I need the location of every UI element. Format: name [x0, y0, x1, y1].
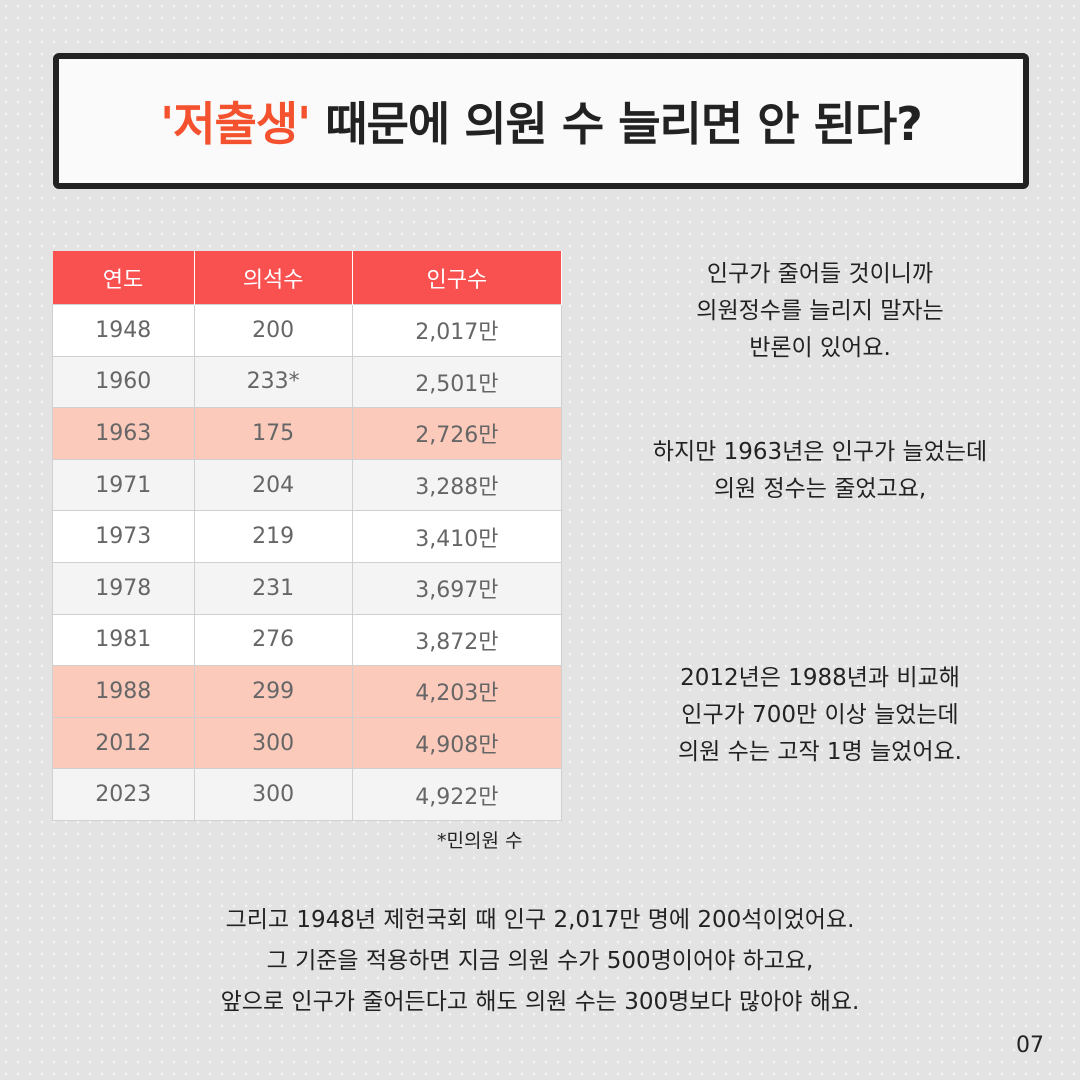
- cell-seats: 299: [193, 665, 353, 718]
- cell-population: 4,908만: [351, 716, 563, 770]
- cell-seats: 300: [193, 768, 353, 821]
- title-highlight: '저출생': [160, 97, 311, 151]
- table-row: 1960 233* 2,501만: [52, 355, 563, 409]
- text-line: 의원 수는 고작 1명 늘었어요.: [678, 739, 962, 765]
- table-row: 1948 200 2,017만: [52, 304, 563, 357]
- cell-year: 1973: [52, 510, 195, 563]
- cell-year: 1981: [52, 613, 195, 667]
- cell-population: 3,697만: [351, 561, 563, 615]
- table-row: 1988 299 4,203만: [52, 665, 563, 718]
- cell-seats: 200: [193, 304, 353, 357]
- cell-seats: 175: [193, 407, 353, 460]
- side-paragraph-2: 하지만 1963년은 인구가 늘었는데 의원 정수는 줄었고요,: [590, 434, 1050, 508]
- cell-year: 1978: [52, 561, 195, 615]
- text-line: 인구가 줄어들 것이니까: [706, 261, 934, 287]
- text-line: 의원정수를 늘리지 말자는: [696, 298, 944, 324]
- cell-population: 3,872만: [351, 613, 563, 667]
- cell-seats: 204: [193, 458, 353, 512]
- cell-population: 2,017만: [351, 304, 563, 357]
- table-row: 1973 219 3,410만: [52, 510, 563, 563]
- cell-year: 1963: [52, 407, 195, 460]
- cell-year: 2023: [52, 768, 195, 821]
- header-seats: 의석수: [194, 251, 353, 305]
- page-title: '저출생' 때문에 의원 수 늘리면 안 된다?: [160, 88, 923, 154]
- cell-year: 2012: [52, 716, 195, 770]
- header-population: 인구수: [352, 251, 563, 305]
- cell-seats: 276: [193, 613, 353, 667]
- title-box: '저출생' 때문에 의원 수 늘리면 안 된다?: [53, 53, 1029, 189]
- table-row: 1963 175 2,726만: [52, 407, 563, 460]
- cell-year: 1971: [52, 458, 195, 512]
- cell-seats: 233*: [193, 355, 353, 409]
- header-year: 연도: [52, 251, 195, 305]
- text-line: 2012년은 1988년과 비교해: [680, 665, 960, 691]
- bottom-paragraph: 그리고 1948년 제헌국회 때 인구 2,017만 명에 200석이었어요. …: [0, 900, 1080, 1023]
- table-row: 1971 204 3,288만: [52, 458, 563, 512]
- cell-population: 3,410만: [351, 510, 563, 563]
- text-line: 그 기준을 적용하면 지금 의원 수가 500명이어야 하고요,: [266, 948, 814, 974]
- cell-seats: 300: [193, 716, 353, 770]
- cell-population: 4,922만: [351, 768, 563, 821]
- table-row: 1978 231 3,697만: [52, 561, 563, 615]
- cell-year: 1988: [52, 665, 195, 718]
- cell-seats: 231: [193, 561, 353, 615]
- table-row: 2023 300 4,922만: [52, 768, 563, 821]
- cell-seats: 219: [193, 510, 353, 563]
- table-header: 연도 의석수 인구수: [52, 251, 563, 305]
- side-paragraph-1: 인구가 줄어들 것이니까 의원정수를 늘리지 말자는 반론이 있어요.: [590, 256, 1050, 367]
- text-line: 반론이 있어요.: [749, 335, 891, 361]
- cell-population: 2,501만: [351, 355, 563, 409]
- text-line: 앞으로 인구가 줄어든다고 해도 의원 수는 300명보다 많아야 해요.: [220, 989, 860, 1015]
- text-line: 하지만 1963년은 인구가 늘었는데: [652, 439, 988, 465]
- footnote: *민의원 수: [437, 830, 523, 852]
- text-line: 그리고 1948년 제헌국회 때 인구 2,017만 명에 200석이었어요.: [225, 907, 855, 933]
- text-line: 의원 정수는 줄었고요,: [713, 476, 927, 502]
- cell-population: 3,288만: [351, 458, 563, 512]
- cell-year: 1948: [52, 304, 195, 357]
- text-line: 인구가 700만 이상 늘었는데: [681, 702, 959, 728]
- page-number: 07: [1016, 1033, 1044, 1058]
- cell-year: 1960: [52, 355, 195, 409]
- seats-population-table: 연도 의석수 인구수 1948 200 2,017만 1960 233* 2,501만 19…: [52, 251, 563, 821]
- cell-population: 2,726만: [351, 407, 563, 460]
- side-paragraph-3: 2012년은 1988년과 비교해 인구가 700만 이상 늘었는데 의원 수는…: [590, 660, 1050, 771]
- cell-population: 4,203만: [351, 665, 563, 718]
- title-rest: 때문에 의원 수 늘리면 안 된다?: [310, 97, 923, 151]
- table-row: 1981 276 3,872만: [52, 613, 563, 667]
- table-row: 2012 300 4,908만: [52, 716, 563, 770]
